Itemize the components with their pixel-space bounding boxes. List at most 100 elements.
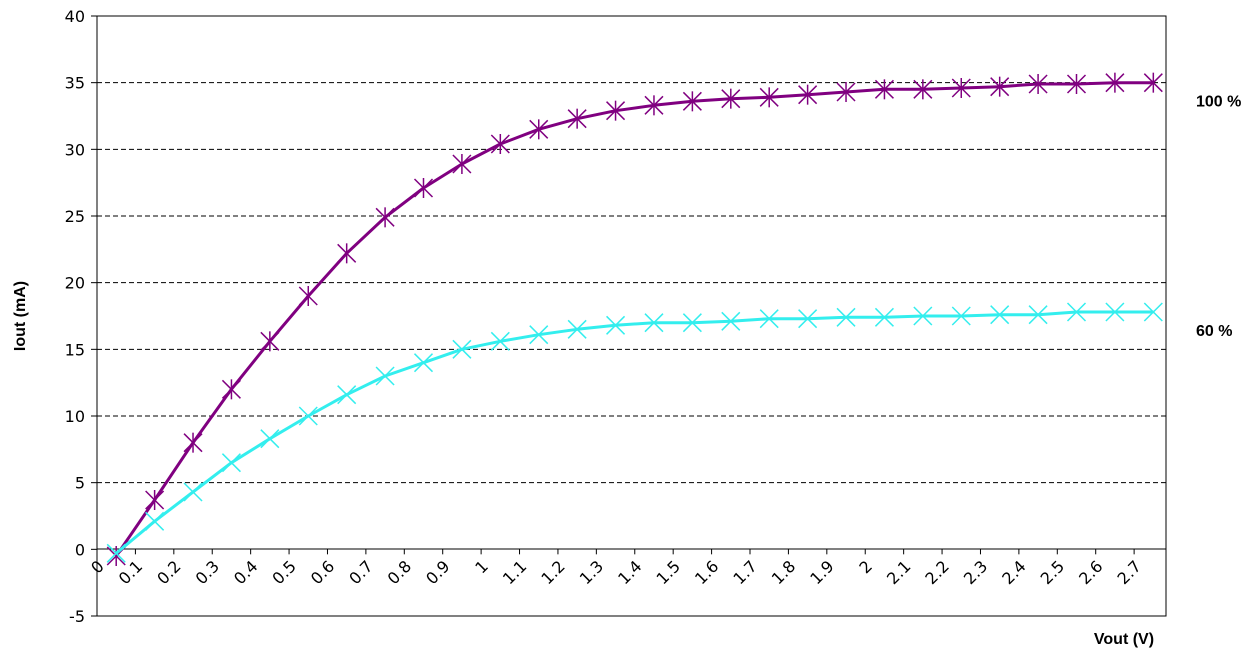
x-tick-label: 0.9 bbox=[422, 557, 453, 588]
data-point bbox=[221, 453, 241, 473]
x-tick-label: 1.2 bbox=[537, 557, 568, 588]
data-point bbox=[1028, 74, 1048, 94]
data-point bbox=[529, 325, 549, 345]
data-point bbox=[106, 543, 126, 563]
series-label: 60 % bbox=[1196, 323, 1232, 340]
data-point bbox=[529, 119, 549, 140]
y-tick-label: 5 bbox=[75, 474, 85, 493]
plot-area-frame bbox=[96, 15, 1167, 617]
data-point bbox=[1105, 72, 1125, 93]
data-point bbox=[682, 313, 702, 333]
x-tick-label: 2.3 bbox=[960, 557, 991, 588]
x-tick-label: 1.1 bbox=[499, 557, 530, 588]
data-point bbox=[874, 79, 894, 100]
y-tick-label: 10 bbox=[65, 407, 85, 426]
x-tick-label: 1.5 bbox=[653, 557, 684, 588]
x-tick-label: 2.2 bbox=[921, 557, 952, 588]
data-point bbox=[337, 243, 357, 264]
data-point bbox=[721, 311, 741, 331]
data-point bbox=[298, 286, 318, 306]
data-point bbox=[413, 353, 434, 373]
x-tick-label: 1.7 bbox=[729, 557, 760, 588]
x-axis-ticks: 0 0.1 0.2 0.3 0.4 0.5 0.6 0.7 0.8 0.9 1 1.1 1.2 1.3 1.… bbox=[87, 549, 1145, 588]
x-tick-label: 0.8 bbox=[384, 557, 415, 588]
data-point bbox=[298, 406, 318, 426]
data-point bbox=[990, 305, 1010, 325]
data-point bbox=[1066, 302, 1087, 322]
y-tick-label: 20 bbox=[65, 274, 85, 293]
series-line bbox=[115, 310, 1154, 555]
data-point bbox=[759, 309, 779, 329]
y-tick-label: 40 bbox=[65, 7, 85, 26]
data-point bbox=[413, 178, 434, 198]
data-point bbox=[644, 313, 664, 333]
y-tick-label: 35 bbox=[65, 74, 85, 93]
x-tick-label: 2.1 bbox=[883, 557, 914, 588]
data-point bbox=[606, 315, 626, 335]
data-point bbox=[490, 134, 510, 154]
data-point bbox=[644, 95, 664, 116]
data-point bbox=[951, 306, 971, 326]
x-tick-label: 0 bbox=[87, 557, 108, 578]
x-tick-label: 0.4 bbox=[230, 557, 261, 588]
gridlines bbox=[97, 82, 1166, 484]
data-point bbox=[951, 78, 971, 98]
series-labels: 100 % 60 % bbox=[1196, 94, 1241, 340]
x-tick-label: 2.7 bbox=[1114, 557, 1145, 588]
x-tick-label: 2.6 bbox=[1075, 557, 1106, 588]
data-point bbox=[145, 511, 165, 531]
y-axis-title: Iout (mA) bbox=[12, 281, 29, 351]
y-tick-label: -5 bbox=[69, 607, 85, 626]
data-point bbox=[260, 331, 280, 352]
data-point bbox=[798, 309, 818, 329]
data-point bbox=[1143, 72, 1163, 93]
data-point bbox=[913, 79, 933, 100]
data-point bbox=[913, 306, 933, 326]
y-tick-label: 15 bbox=[65, 340, 85, 359]
data-point bbox=[452, 339, 472, 359]
data-point bbox=[1028, 305, 1048, 325]
data-point bbox=[721, 88, 741, 109]
x-tick-label: 0.5 bbox=[268, 557, 299, 588]
data-point bbox=[606, 100, 626, 121]
series-label: 100 % bbox=[1196, 94, 1241, 111]
data-point bbox=[798, 84, 818, 105]
x-tick-label: 0.7 bbox=[345, 557, 376, 588]
data-point bbox=[1105, 302, 1125, 322]
data-point bbox=[375, 207, 395, 228]
y-tick-label: 25 bbox=[65, 207, 85, 226]
data-point bbox=[221, 379, 241, 400]
x-tick-label: 1.6 bbox=[691, 557, 722, 588]
x-tick-label: 2.4 bbox=[998, 557, 1029, 588]
data-point bbox=[375, 366, 395, 386]
y-tick-label: 30 bbox=[65, 140, 85, 159]
x-tick-label: 0.6 bbox=[307, 557, 338, 588]
x-tick-label: 1.9 bbox=[806, 557, 837, 588]
data-point bbox=[183, 432, 203, 453]
data-point bbox=[836, 82, 856, 102]
x-tick-label: 1 bbox=[471, 557, 492, 578]
series-line bbox=[114, 81, 1154, 557]
data-point bbox=[990, 76, 1010, 97]
data-point bbox=[1143, 302, 1163, 322]
data-point bbox=[145, 490, 165, 510]
data-point bbox=[682, 91, 702, 112]
y-tick-label: 0 bbox=[75, 540, 85, 559]
data-point bbox=[874, 307, 894, 327]
data-point bbox=[260, 429, 280, 449]
x-tick-label: 0.2 bbox=[153, 557, 184, 588]
x-tick-label: 2.5 bbox=[1037, 557, 1068, 588]
data-point bbox=[567, 319, 587, 339]
data-point bbox=[1066, 74, 1087, 94]
data-point bbox=[183, 482, 203, 502]
data-point bbox=[836, 307, 856, 327]
series-group bbox=[106, 72, 1163, 566]
x-tick-label: 0.1 bbox=[115, 557, 146, 588]
x-tick-label: 1.4 bbox=[614, 557, 645, 588]
data-point bbox=[452, 154, 472, 174]
x-tick-label: 2 bbox=[855, 557, 876, 578]
x-tick-label: 1.8 bbox=[768, 557, 799, 588]
x-tick-label: 1.3 bbox=[576, 557, 607, 588]
y-axis-ticks: -5 0 5 10 15 20 25 30 35 40 bbox=[65, 7, 97, 626]
data-point bbox=[759, 87, 779, 108]
